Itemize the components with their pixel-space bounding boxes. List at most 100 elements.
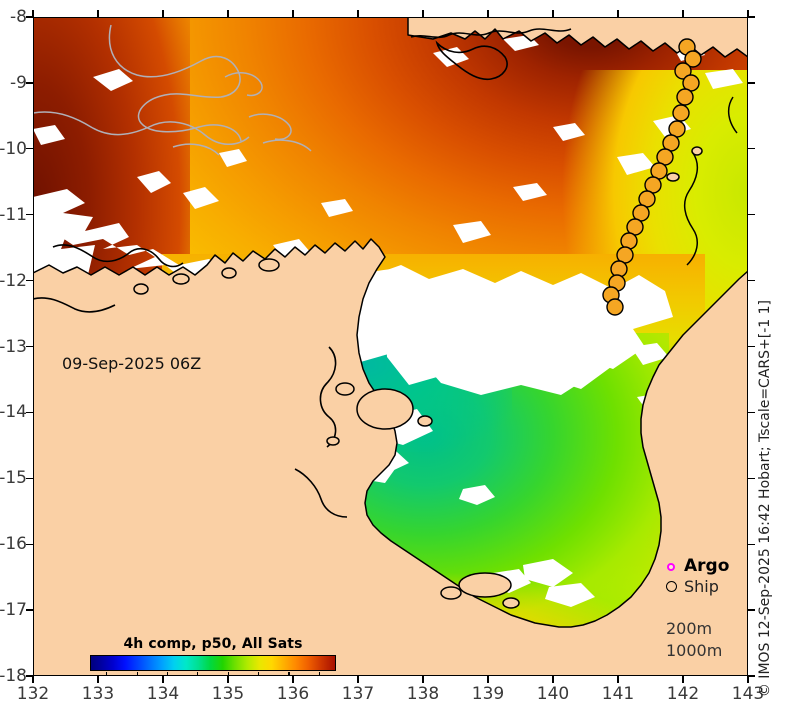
x-axis-tick-top (422, 10, 424, 17)
y-axis-tick-right (748, 214, 755, 216)
colorbar-tick-label: 27 (278, 675, 297, 676)
y-axis-tick (26, 675, 33, 677)
x-axis-label: 142 (666, 684, 700, 704)
y-axis-tick-right (748, 411, 755, 414)
y-axis-tick-right (748, 609, 755, 611)
x-axis-tick-top (97, 10, 99, 17)
land-and-coastline (33, 17, 748, 676)
y-axis-tick-right (748, 148, 755, 150)
colorbar-gradient[interactable] (90, 655, 336, 676)
x-axis-tick-top (292, 10, 294, 17)
x-axis-label: 143 (731, 684, 765, 704)
colorbar-tick-label: 26 (247, 675, 266, 676)
ship-observation-markers[interactable] (33, 17, 748, 676)
y-axis-tick (26, 148, 33, 150)
x-axis-tick-top (747, 10, 749, 17)
colorbar-tick-label: 24 (187, 675, 206, 676)
y-axis-label: -9 (10, 72, 27, 93)
colorbar-tick (227, 672, 229, 676)
x-axis-label: 134 (146, 684, 180, 704)
x-axis-tick (292, 676, 294, 683)
y-axis-tick-right (748, 345, 755, 348)
x-axis-tick-top (227, 10, 229, 17)
x-axis-tick (617, 676, 619, 683)
y-axis-tick-right (748, 279, 755, 282)
colorbar-tick (318, 672, 320, 676)
x-axis-tick (32, 676, 34, 683)
y-axis-label: -17 (0, 600, 27, 621)
y-axis-tick (26, 609, 33, 611)
x-axis-tick (747, 676, 749, 683)
x-axis-tick (552, 676, 554, 683)
y-axis-tick-right (748, 675, 755, 677)
y-axis-tick (26, 82, 33, 84)
x-axis-label: 140 (536, 684, 570, 704)
y-axis-tick (26, 543, 33, 545)
x-axis-tick (422, 676, 424, 683)
credit-text: © IMOS 12-Sep-2025 16:42 Hobart; Tscale=… (757, 300, 773, 698)
argo-marker-icon (658, 556, 684, 575)
y-axis-tick (26, 214, 33, 216)
y-axis-tick (26, 16, 33, 18)
depth-200m-label: 200m (666, 619, 713, 638)
x-axis-label: 138 (406, 684, 440, 704)
colorbar-tick (136, 672, 138, 676)
y-axis-tick-right (748, 477, 755, 479)
legend-label-argo: Argo (684, 555, 730, 576)
x-axis-label: 136 (276, 684, 310, 704)
y-axis-label: -18 (0, 666, 27, 686)
y-axis-tick (26, 345, 33, 348)
colorbar-title: 4h comp, p50, All Sats (123, 636, 303, 652)
y-axis-label: -16 (0, 534, 27, 555)
x-axis-tick (97, 676, 99, 683)
sst-map-plot[interactable]: 09-Sep-2025 06Z 200m 1000m Argo Ship 4h … (33, 17, 748, 676)
y-axis-label: -10 (0, 138, 27, 159)
y-axis-label: -8 (10, 7, 27, 27)
y-axis-tick (26, 279, 33, 282)
y-axis-label: -11 (0, 204, 27, 225)
colorbar-tick (166, 672, 169, 676)
marker-legend: Argo Ship (658, 555, 729, 597)
x-axis-tick-top (32, 10, 34, 17)
legend-item-ship[interactable]: Ship (658, 576, 729, 597)
date-stamp-label: 09-Sep-2025 06Z (62, 354, 202, 373)
colorbar-tick (197, 672, 199, 676)
x-axis-tick-top (357, 10, 359, 17)
y-axis-label: -15 (0, 468, 27, 489)
y-axis-label: -14 (0, 402, 27, 423)
x-axis-label: 139 (471, 684, 505, 704)
x-axis-tick (357, 676, 359, 683)
y-axis-tick (26, 477, 33, 479)
x-axis-tick-top (617, 10, 619, 17)
x-axis-tick-top (552, 10, 554, 17)
x-axis-tick-top (162, 10, 164, 17)
x-axis-tick (227, 676, 229, 683)
x-axis-label: 135 (211, 684, 245, 704)
x-axis-tick-top (487, 10, 489, 17)
colorbar-tick (106, 672, 108, 676)
colorbar-tick-labels: 2122232425262728 (90, 675, 336, 676)
legend-label-ship: Ship (684, 577, 719, 596)
colorbar-tick-label: 23 (156, 675, 175, 676)
y-axis-tick (26, 411, 33, 414)
x-axis-tick (162, 676, 164, 683)
y-axis-tick-right (748, 543, 755, 545)
x-axis-tick (682, 676, 684, 683)
ship-marker-icon (658, 577, 684, 596)
colorbar-tick-label: 22 (126, 675, 145, 676)
x-axis-tick-top (682, 10, 684, 17)
colorbar-tick-label: 28 (308, 675, 327, 676)
x-axis-tick (487, 676, 489, 683)
y-axis-tick-right (748, 16, 755, 18)
legend-item-argo[interactable]: Argo (658, 555, 729, 576)
y-axis-tick-right (748, 82, 755, 84)
depth-1000m-label: 1000m (666, 641, 723, 660)
y-axis-label: -13 (0, 336, 27, 357)
colorbar-tick (258, 672, 260, 676)
x-axis-label: 137 (341, 684, 375, 704)
colorbar[interactable]: 4h comp, p50, All Sats 2122232425262728 (90, 636, 336, 676)
colorbar-tick (288, 672, 290, 676)
y-axis-label: -12 (0, 270, 27, 291)
x-axis-label: 132 (16, 684, 50, 704)
